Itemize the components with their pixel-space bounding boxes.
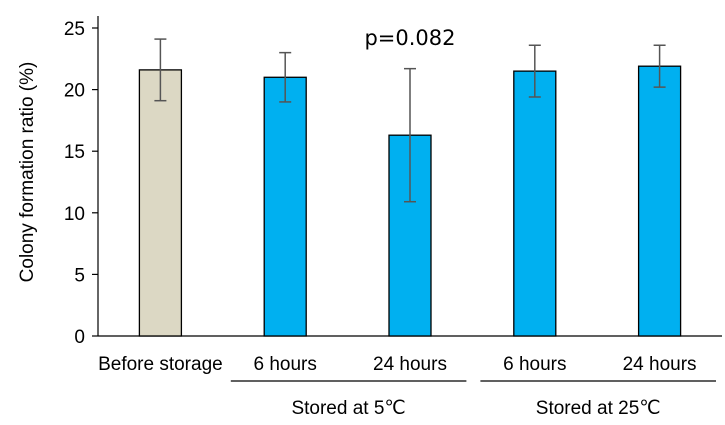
y-tick-label: 20 [64,81,85,102]
y-tick-label: 5 [74,265,85,286]
group-label: Stored at 5℃ [291,398,405,419]
bar [513,70,557,337]
y-tick-label: 25 [64,19,85,40]
y-tick-label: 0 [74,327,85,348]
group-label: Stored at 25℃ [536,398,661,419]
x-tick-label: Before storage [98,354,223,375]
x-tick-label: 6 hours [503,354,566,375]
y-tick-label: 15 [64,142,85,163]
bar [637,65,682,337]
x-tick-label: 24 hours [623,354,697,375]
bar [138,69,183,337]
bar [263,76,307,337]
y-axis-title: Colony formation ratio (%) [17,62,38,283]
p-value-annotation: p=0.082 [364,26,455,50]
x-tick-label: 24 hours [373,354,447,375]
x-tick-label: 6 hours [254,354,317,375]
y-tick-label: 10 [64,204,85,225]
